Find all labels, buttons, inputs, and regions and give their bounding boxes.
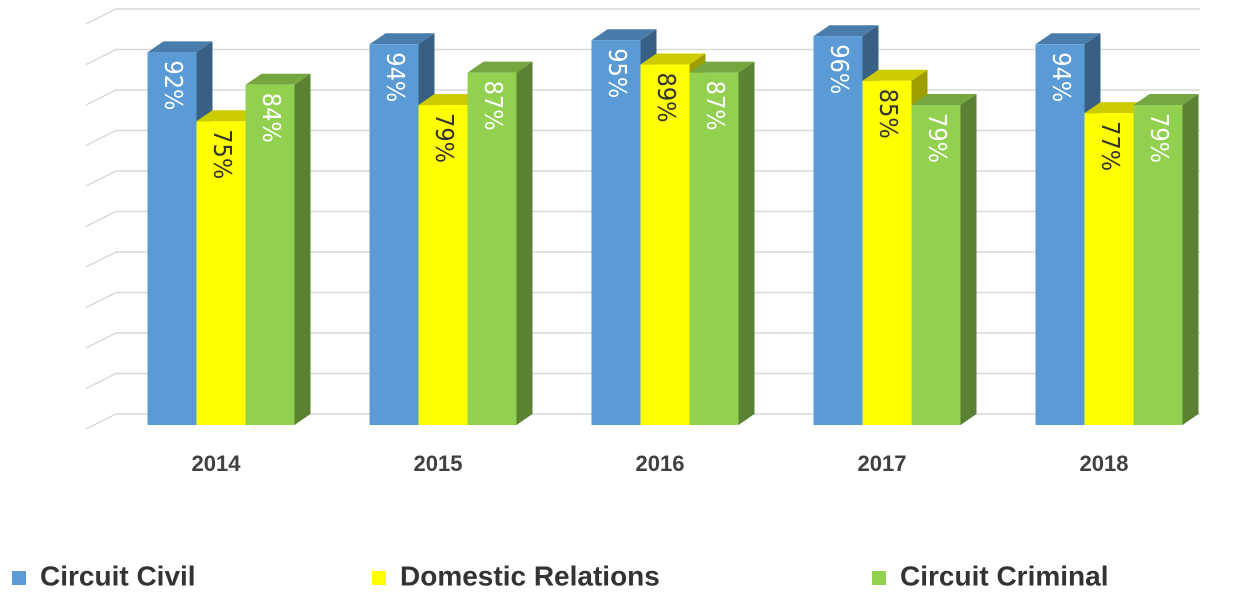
bar: [862, 80, 912, 425]
bar-top: [689, 61, 755, 73]
value-label: 79%: [923, 113, 952, 163]
legend-swatch: [372, 571, 386, 585]
bar: [1084, 113, 1134, 426]
bar: [245, 84, 295, 426]
bar-top: [640, 53, 706, 65]
bar: [689, 72, 739, 426]
bar-top: [467, 61, 533, 73]
bar-top: [1035, 33, 1101, 45]
value-label: 94%: [1047, 52, 1076, 102]
value-label: 87%: [701, 81, 730, 131]
x-tick-label: 2016: [636, 451, 685, 476]
bar-side: [738, 61, 755, 426]
x-tick-label: 2015: [414, 451, 463, 476]
bar: [911, 105, 961, 426]
bar: [591, 40, 641, 425]
bar: [369, 44, 419, 426]
value-label: 87%: [479, 81, 508, 131]
grid-line: [85, 8, 1200, 25]
x-tick-label: 2017: [858, 451, 907, 476]
bar-side: [960, 94, 977, 426]
x-tick-label: 2014: [192, 451, 242, 476]
bar: [467, 72, 517, 426]
value-label: 89%: [652, 73, 681, 123]
bar-side: [294, 73, 311, 426]
value-label: 75%: [208, 129, 237, 179]
bar-top: [591, 29, 657, 41]
bar-top: [1133, 94, 1199, 106]
value-label: 85%: [874, 89, 903, 139]
value-label: 95%: [603, 48, 632, 98]
bar-top: [147, 41, 213, 53]
bar: [813, 36, 863, 425]
legend-swatch: [12, 571, 26, 585]
bar-top: [418, 94, 484, 106]
value-label: 92%: [159, 60, 188, 110]
bar: [196, 121, 246, 425]
bar: [418, 105, 468, 426]
bar-top: [369, 33, 435, 45]
value-label: 94%: [381, 52, 410, 102]
bar-top: [1084, 102, 1150, 114]
bar: [640, 64, 690, 426]
bar-top: [911, 94, 977, 106]
bar: [147, 52, 197, 426]
bar-top: [813, 25, 879, 37]
legend-label: Circuit Criminal: [900, 560, 1108, 591]
bar-top: [245, 73, 311, 85]
bar: [1133, 105, 1183, 426]
bar-side: [1182, 94, 1199, 426]
legend-label: Domestic Relations: [400, 560, 660, 591]
bar: [1035, 44, 1085, 426]
value-label: 77%: [1096, 121, 1125, 171]
value-label: 79%: [430, 113, 459, 163]
value-label: 96%: [825, 44, 854, 94]
bar-top: [862, 69, 928, 81]
value-label: 84%: [257, 93, 286, 143]
legend-label: Circuit Civil: [40, 560, 196, 591]
bar-side: [516, 61, 533, 426]
legend-swatch: [872, 571, 886, 585]
value-label: 79%: [1145, 113, 1174, 163]
x-tick-label: 2018: [1080, 451, 1129, 476]
bar-top: [196, 110, 262, 122]
